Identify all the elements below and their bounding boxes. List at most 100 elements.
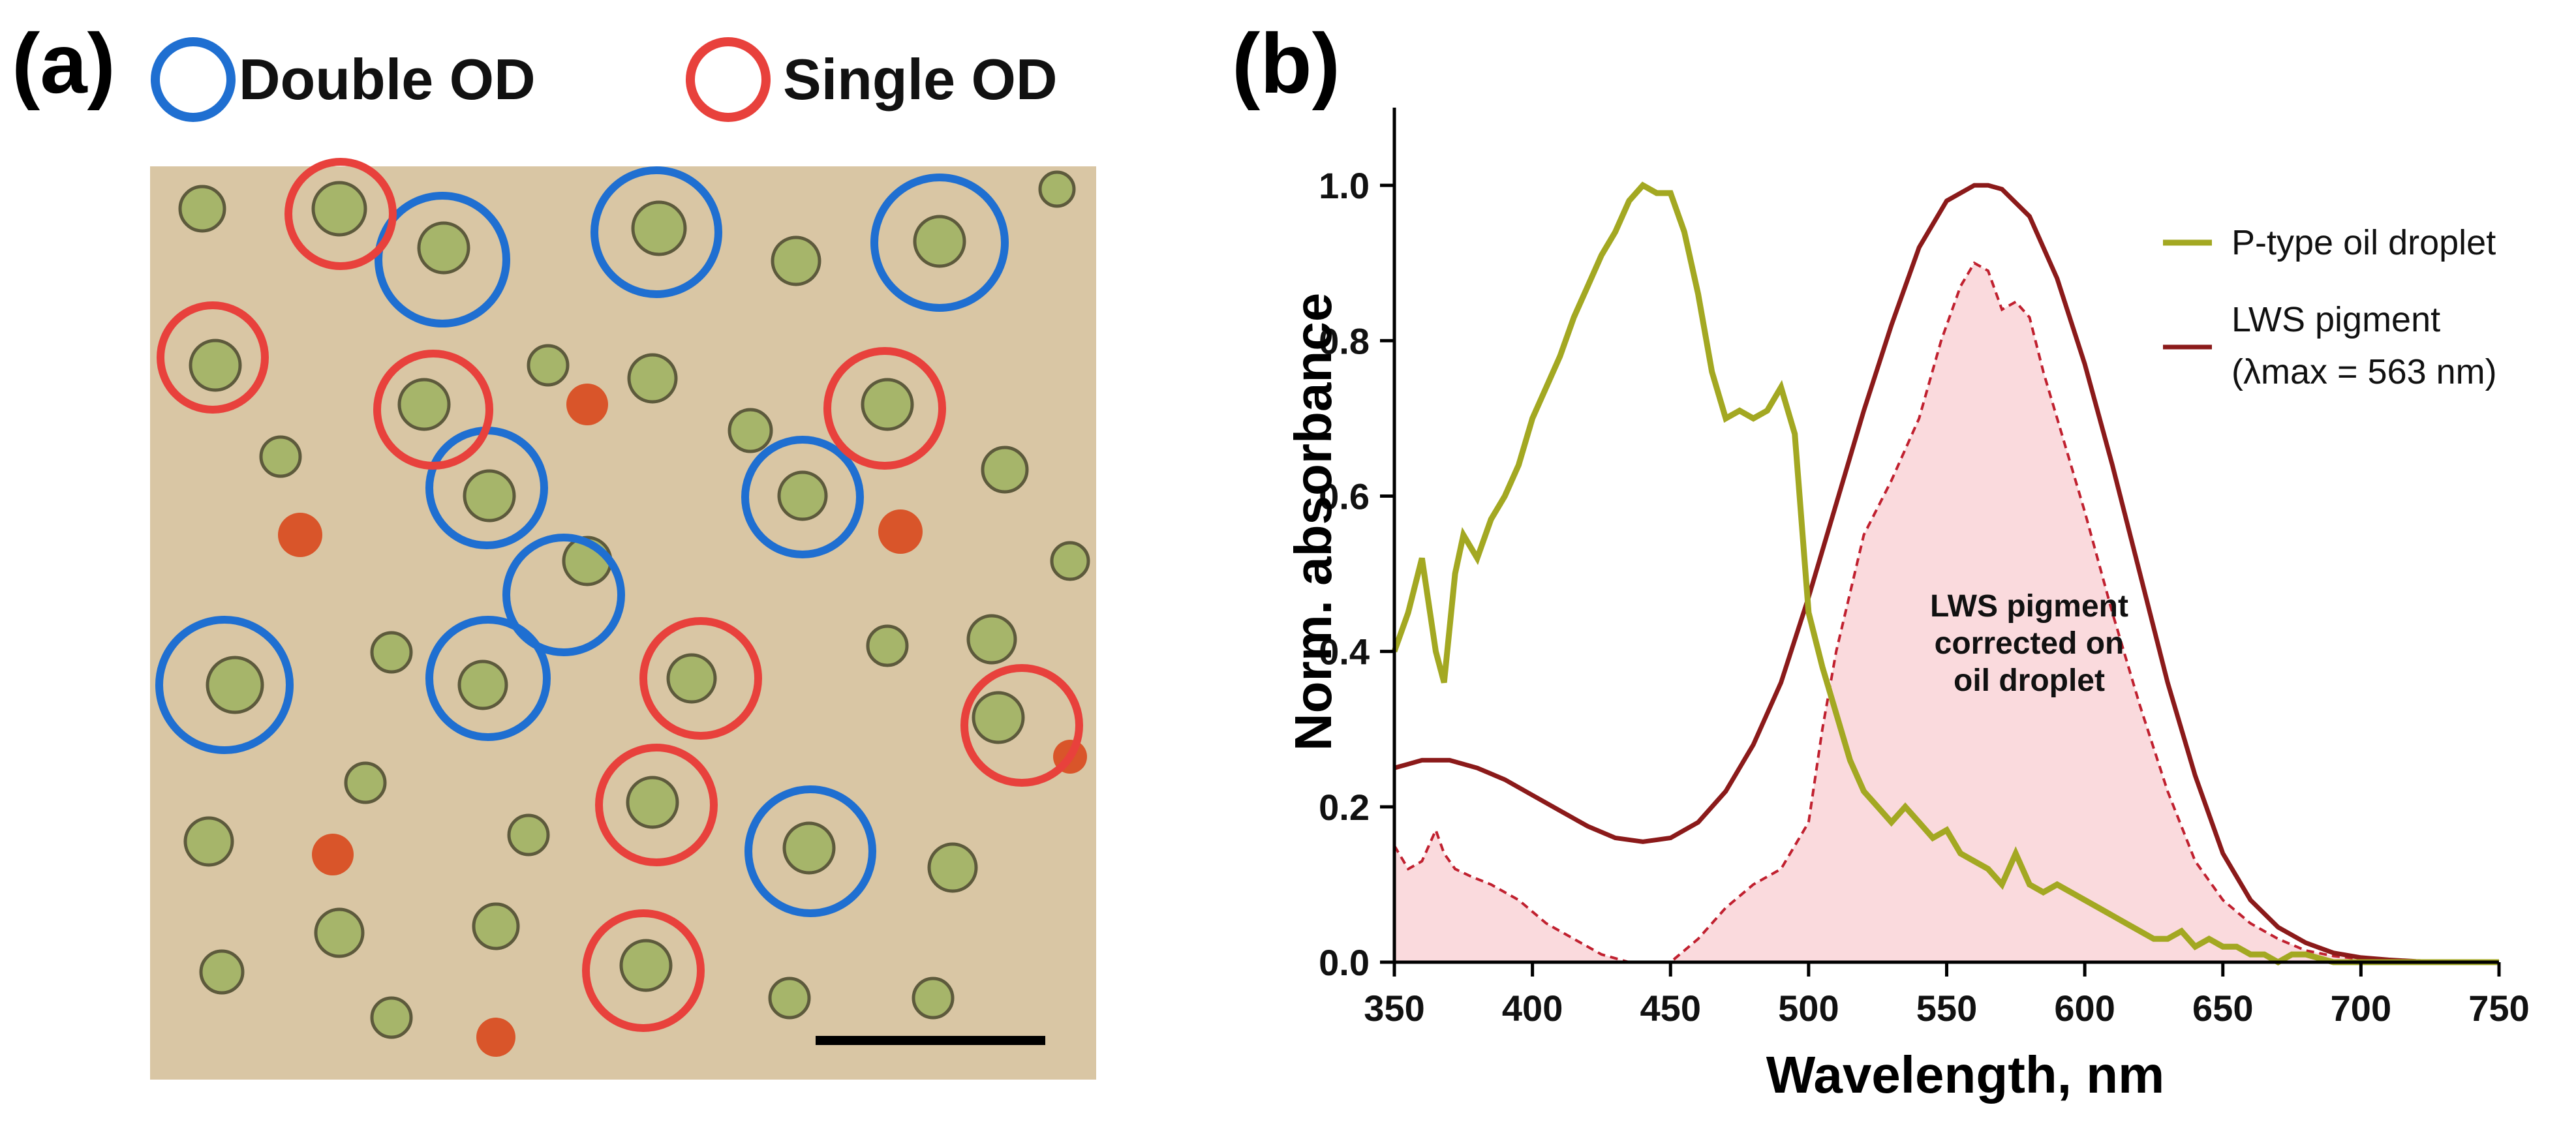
oil-droplet (259, 435, 302, 478)
x-tick-label: 750 (2468, 988, 2529, 1029)
panel-b: (b) 350 400 450 500 550 600 650 700 750 0.00.20.… (1232, 16, 2530, 1104)
single-od-circle (595, 744, 718, 866)
x-tick-label: 700 (2331, 988, 2391, 1029)
single-od-circle (823, 347, 946, 470)
absorbance-chart: 350 400 450 500 550 600 650 700 750 0.0 0.2 0.4 0.6… (1284, 108, 2530, 1104)
double-od-circle (502, 534, 625, 656)
oil-droplet (178, 185, 226, 233)
oil-droplet (527, 344, 570, 387)
double-od-circle (155, 616, 294, 754)
red-oil-droplet (278, 513, 322, 557)
red-oil-droplet (878, 509, 923, 554)
oil-droplet (472, 902, 520, 950)
red-oil-droplet (566, 384, 608, 425)
annotation-line-1: LWS pigment (1930, 589, 2128, 624)
oil-droplet (1038, 170, 1076, 208)
legend-ptype-label: P-type oil droplet (2231, 223, 2496, 262)
oil-droplet (966, 614, 1017, 665)
oil-droplet (507, 813, 550, 857)
oil-droplet (782, 821, 836, 875)
y-axis-title: Norm. absorbance (1284, 293, 1342, 751)
oil-droplet (626, 776, 679, 829)
oil-droplet (206, 656, 264, 714)
oil-droplet (768, 977, 811, 1020)
scale-bar (816, 1036, 1045, 1045)
single-od-circle (639, 617, 762, 740)
oil-droplet (912, 977, 955, 1020)
double-od-circle (375, 192, 510, 327)
x-tick-label: 600 (2054, 988, 2115, 1029)
double-od-circle (744, 785, 876, 917)
oil-droplet (457, 660, 508, 710)
y-axis-ticks: 0.0 0.2 0.4 0.6 0.8 1.0 (1319, 165, 1394, 983)
y-tick-label: 0.4 (1319, 631, 1370, 673)
oil-droplet (463, 469, 516, 523)
x-axis-ticks: 350 400 450 500 550 600 650 700 750 (1364, 962, 2530, 1029)
oil-droplet (666, 653, 717, 704)
oil-droplet (771, 235, 821, 286)
double-od-circle (590, 166, 722, 298)
series-lws-line (1394, 183, 2499, 965)
panel-a-label: (a) (12, 16, 115, 111)
legend-lws-label: LWS pigment (2231, 300, 2440, 339)
single-od-circle (373, 350, 493, 470)
oil-droplet (981, 446, 1029, 494)
x-tick-label: 400 (1502, 988, 1563, 1029)
oil-droplets (178, 170, 1090, 1057)
annotation-line-3: oil droplet (1954, 663, 2105, 698)
oil-droplet (627, 353, 678, 404)
y-tick-label: 0.6 (1319, 476, 1370, 517)
oil-droplet (861, 378, 914, 431)
oil-droplet (314, 907, 365, 958)
y-tick-label: 0.0 (1319, 942, 1370, 983)
oil-droplet (866, 624, 909, 667)
od-annotation-circles (155, 158, 1083, 1032)
oil-droplet (728, 408, 773, 453)
x-axis-title: Wavelength, nm (1766, 1046, 2164, 1104)
series-corrected-fill (1394, 263, 2499, 963)
series-corrected-line (1393, 261, 2499, 963)
y-tick-label: 1.0 (1319, 165, 1370, 206)
oil-droplet (913, 215, 966, 268)
micrograph (150, 166, 1096, 1080)
y-tick-label: 0.2 (1319, 787, 1370, 828)
x-tick-label: 500 (1778, 988, 1839, 1029)
single-od-circle (582, 909, 705, 1032)
double-od-circle (425, 616, 551, 741)
oil-droplet (370, 631, 413, 674)
single-od-circle (960, 664, 1083, 787)
single-od-circle (284, 158, 397, 270)
x-tick-label: 350 (1364, 988, 1424, 1029)
micrograph-background (150, 166, 1096, 1080)
legend-single-od-marker (686, 37, 771, 122)
oil-droplet (189, 339, 242, 392)
oil-droplet (397, 378, 451, 431)
x-tick-label: 450 (1640, 988, 1701, 1029)
legend-single-od-label: Single OD (783, 47, 1058, 112)
red-oil-droplet (312, 834, 354, 875)
oil-droplet (631, 200, 687, 256)
panel-b-label: (b) (1232, 16, 1340, 111)
oil-droplet (777, 470, 828, 521)
oil-droplet (927, 842, 978, 893)
y-tick-label: 0.8 (1319, 320, 1370, 361)
oil-droplet (972, 691, 1025, 744)
oil-droplet (1050, 541, 1090, 581)
oil-droplet (344, 761, 387, 804)
panel-a: (a) Double OD Single OD (12, 16, 1096, 1080)
x-tick-label: 650 (2192, 988, 2253, 1029)
legend-lws-lambda: (λmax = 563 nm) (2231, 352, 2497, 391)
double-od-circle (741, 436, 864, 558)
oil-droplet (183, 816, 234, 867)
annotation-line-2: corrected on (1935, 626, 2124, 661)
x-tick-label: 550 (1916, 988, 1977, 1029)
oil-droplet (311, 181, 367, 237)
double-od-circle (870, 174, 1009, 312)
legend-double-od-marker (151, 37, 236, 122)
oil-droplet (199, 949, 245, 995)
single-od-circle (157, 301, 269, 414)
red-oil-droplet (476, 1018, 515, 1057)
oil-droplet (619, 939, 673, 992)
legend-double-od-label: Double OD (239, 47, 536, 112)
